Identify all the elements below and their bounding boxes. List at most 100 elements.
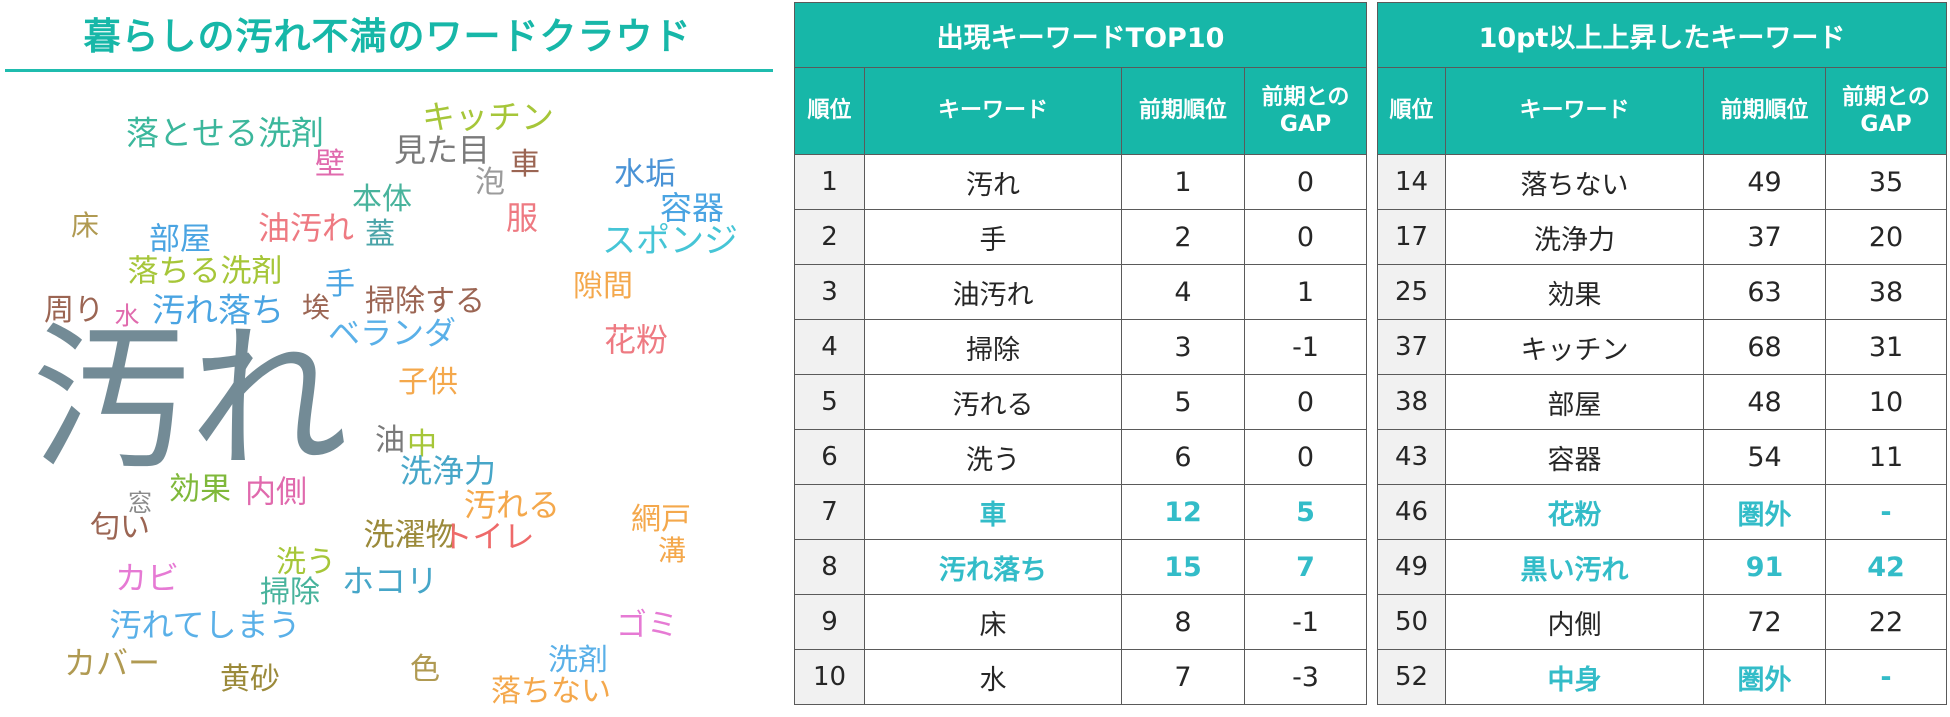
- keyword-cell: 車: [864, 484, 1122, 540]
- gap-cell: 7: [1243, 539, 1368, 595]
- keyword-cell: 水: [864, 649, 1122, 705]
- gap-cell: -1: [1243, 594, 1368, 650]
- prev-rank-cell: 8: [1121, 594, 1245, 650]
- prev-rank-cell: 15: [1121, 539, 1245, 595]
- wordcloud-word: 汚れる: [463, 486, 561, 524]
- rank-cell: 8: [794, 539, 865, 595]
- keyword-cell: 落ちない: [1445, 154, 1704, 210]
- header-gap-line: 前期との: [1842, 84, 1930, 110]
- gap-cell: 0: [1243, 374, 1368, 430]
- table-row: 46 花粉 圏外 -: [1377, 484, 1947, 540]
- rank-cell: 4: [794, 319, 865, 375]
- gap-cell: 0: [1243, 154, 1368, 210]
- prev-rank-cell: 2: [1121, 209, 1245, 265]
- wordcloud-word: 見た目: [393, 131, 491, 169]
- gap-cell: 35: [1825, 154, 1947, 210]
- keyword-cell: 容器: [1445, 429, 1704, 485]
- prev-rank-cell: 圏外: [1703, 649, 1826, 705]
- wordcloud-word: 水垢: [614, 156, 676, 193]
- rank-cell: 5: [794, 374, 865, 430]
- rank-cell: 52: [1377, 649, 1446, 705]
- wordcloud-word: 水: [114, 301, 140, 331]
- prev-rank-cell: 63: [1703, 264, 1826, 320]
- table-row: 25 効果 63 38: [1377, 264, 1947, 320]
- rising-keyword-table: 10pt以上上昇したキーワード 順位 キーワード 前期順位 前期との GAP 14…: [1377, 2, 1947, 705]
- wordcloud-word: 容器: [659, 189, 725, 227]
- wordcloud-word: 部屋: [149, 221, 211, 258]
- prev-rank-cell: 6: [1121, 429, 1245, 485]
- wordcloud-word: トイレ: [441, 519, 535, 556]
- rank-cell: 43: [1377, 429, 1446, 485]
- gap-cell: 22: [1825, 594, 1947, 650]
- keyword-cell: 中身: [1445, 649, 1704, 705]
- wordcloud-word: カバー: [63, 644, 161, 682]
- rank-cell: 38: [1377, 374, 1446, 430]
- prev-rank-cell: 4: [1121, 264, 1245, 320]
- wordcloud-word: 汚れ落ち: [152, 290, 284, 330]
- rank-cell: 17: [1377, 209, 1446, 265]
- keyword-cell: 油汚れ: [864, 264, 1122, 320]
- prev-rank-cell: 49: [1703, 154, 1826, 210]
- header-rank: 順位: [1377, 67, 1446, 155]
- wordcloud-word: 色: [410, 652, 440, 687]
- rank-cell: 1: [794, 154, 865, 210]
- header-prev-rank: 前期順位: [1703, 67, 1826, 155]
- wordcloud-word: 匂い: [90, 510, 150, 545]
- header-gap-line: GAP: [1860, 112, 1912, 137]
- wordcloud-word: 網戸: [631, 502, 691, 537]
- header-rank: 順位: [794, 67, 865, 155]
- gap-cell: -: [1825, 484, 1947, 540]
- wordcloud-word: 汚れ: [32, 308, 348, 492]
- header-gap-line: 前期との: [1261, 84, 1350, 110]
- table-title: 10pt以上上昇したキーワード: [1377, 2, 1947, 68]
- prev-rank-cell: 5: [1121, 374, 1245, 430]
- wordcloud-word: スポンジ: [602, 221, 738, 261]
- prev-rank-cell: 圏外: [1703, 484, 1826, 540]
- gap-cell: 42: [1825, 539, 1947, 595]
- wordcloud-word: 掃除する: [365, 284, 485, 319]
- gap-cell: 11: [1825, 429, 1947, 485]
- wordcloud-word: 洗濯物: [363, 517, 457, 554]
- rank-cell: 37: [1377, 319, 1446, 375]
- wordcloud-word: 落ちる洗剤: [127, 253, 283, 290]
- keyword-cell: 洗う: [864, 429, 1122, 485]
- wordcloud-word: 泡: [475, 165, 505, 200]
- prev-rank-cell: 72: [1703, 594, 1826, 650]
- wordcloud-word: 車: [510, 147, 540, 182]
- wordcloud-word: 汚れてしまう: [109, 606, 301, 644]
- keyword-cell: 効果: [1445, 264, 1704, 320]
- gap-cell: 0: [1243, 429, 1368, 485]
- wordcloud-word: ゴミ: [616, 607, 678, 644]
- wordcloud-word: 子供: [398, 365, 458, 400]
- rank-cell: 50: [1377, 594, 1446, 650]
- gap-cell: 31: [1825, 319, 1947, 375]
- gap-cell: 0: [1243, 209, 1368, 265]
- prev-rank-cell: 68: [1703, 319, 1826, 375]
- table-row: 50 内側 72 22: [1377, 594, 1947, 650]
- wordcloud-word: 効果: [169, 471, 231, 508]
- keyword-cell: 汚れる: [864, 374, 1122, 430]
- wordcloud-word: 溝: [657, 534, 687, 567]
- wordcloud-word: 壁: [315, 147, 345, 182]
- keyword-cell: 汚れ: [864, 154, 1122, 210]
- wordcloud-word: 油: [375, 423, 405, 458]
- gap-cell: -1: [1243, 319, 1368, 375]
- header-keyword: キーワード: [1445, 67, 1704, 155]
- rank-cell: 6: [794, 429, 865, 485]
- keyword-cell: 手: [864, 209, 1122, 265]
- keyword-cell: キッチン: [1445, 319, 1704, 375]
- table-row: 14 落ちない 49 35: [1377, 154, 1947, 210]
- top10-keyword-table: 出現キーワードTOP10 順位 キーワード 前期順位 前期との GAP 1 汚れ 1 0…: [793, 2, 1368, 705]
- wordcloud: 汚れ 落とせる洗剤 キッチン 見た目 壁 車泡 水垢 容器 本体 服 床 油汚れ蓋 部屋 スポンジ 落ちる洗…: [0, 0, 790, 717]
- wordcloud-word: 中: [407, 427, 437, 462]
- keyword-cell: 花粉: [1445, 484, 1704, 540]
- keyword-cell: 部屋: [1445, 374, 1704, 430]
- wordcloud-word: 掃除: [260, 575, 320, 610]
- keyword-cell: 黒い汚れ: [1445, 539, 1704, 595]
- table-row: 7 車 12 5: [794, 484, 1368, 540]
- wordcloud-word: ホコリ: [341, 562, 439, 600]
- table-row: 37 キッチン 68 31: [1377, 319, 1947, 375]
- wordcloud-word: 落ちない: [491, 674, 611, 709]
- rank-cell: 25: [1377, 264, 1446, 320]
